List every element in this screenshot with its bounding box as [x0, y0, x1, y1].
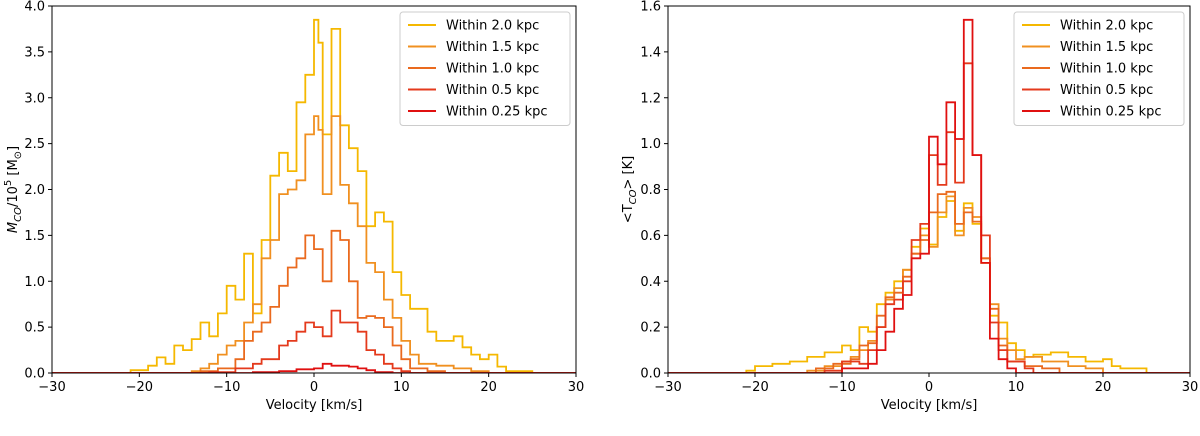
series-line-4	[668, 62, 1190, 373]
legend-label: Within 0.5 kpc	[1060, 83, 1153, 98]
x-tick-label: 20	[1095, 380, 1112, 395]
chart-panel-1: −30 −20 −10 0 10 20 30 0.0 0.5 1.0 1.5 2.0 2.5 3.0 3.5…	[3, 0, 584, 413]
series-line-4	[52, 309, 576, 373]
x-tick-label: 20	[480, 380, 497, 395]
x-axis-label: Velocity [km/s]	[266, 398, 363, 413]
legend-box	[399, 11, 571, 126]
series-line-3	[668, 190, 1190, 373]
x-tick-label: −20	[126, 380, 153, 395]
legend: Within 2.0 kpc Within 1.5 kpc Within 1.0 k…	[399, 11, 571, 126]
series-line-3	[52, 229, 576, 373]
y-tick-label: 1.2	[640, 91, 661, 106]
y-tick-label: 0.4	[640, 275, 661, 290]
x-tick-label: −20	[741, 380, 768, 395]
series-line-2	[52, 115, 576, 373]
x-tick-label: 10	[1008, 380, 1025, 395]
x-tick-label: 0	[925, 380, 933, 395]
legend-label: Within 1.0 kpc	[1060, 62, 1153, 77]
series-group	[668, 18, 1190, 373]
legend: Within 2.0 kpc Within 1.5 kpc Within 1.0 k…	[1013, 11, 1185, 126]
x-tick-label: 30	[1182, 380, 1199, 395]
x-tick-label: 0	[310, 380, 318, 395]
x-tick-label: 10	[393, 380, 410, 395]
legend-box	[1013, 11, 1185, 126]
x-tick-label: −10	[213, 380, 240, 395]
series-line-5	[668, 18, 1190, 373]
y-axis-label: MCO/105 [M⊙]	[3, 146, 24, 233]
y-tick-label: 0.0	[24, 367, 45, 382]
series-group	[52, 18, 576, 373]
y-axis-label: <TCO> [K]	[621, 156, 639, 223]
series-line-1	[668, 200, 1190, 373]
legend-label: Within 1.5 kpc	[1060, 40, 1153, 55]
x-tick-label: −30	[38, 380, 65, 395]
y-tick-label: 4.0	[24, 0, 45, 15]
y-tick-label: 3.5	[24, 45, 45, 60]
y-tick-label: 0.6	[640, 229, 661, 244]
legend-label: Within 0.5 kpc	[446, 83, 539, 98]
y-tick-label: 1.4	[640, 45, 661, 60]
y-tick-label: 0.2	[640, 321, 661, 336]
y-tick-label: 2.0	[24, 183, 45, 198]
x-tick-label: −10	[828, 380, 855, 395]
legend-label: Within 1.5 kpc	[446, 40, 539, 55]
y-tick-label: 0.5	[24, 321, 45, 336]
chart-panel-2: −30 −20 −10 0 10 20 30 0.0 0.2 0.4 0.6 0.8 1.0 1.2 1.4…	[621, 0, 1198, 413]
y-tick-label: 1.6	[640, 0, 661, 15]
x-tick-label: 30	[568, 380, 585, 395]
x-axis-label: Velocity [km/s]	[881, 398, 978, 413]
y-tick-label: 0.0	[640, 367, 661, 382]
legend-label: Within 2.0 kpc	[1060, 19, 1153, 34]
legend-label: Within 1.0 kpc	[446, 62, 539, 77]
x-tick-label: −30	[654, 380, 681, 395]
series-line-5	[52, 362, 576, 373]
legend-label: Within 0.25 kpc	[446, 105, 548, 120]
y-tick-label: 2.5	[24, 137, 45, 152]
y-tick-label: 0.8	[640, 183, 661, 198]
y-tick-label: 3.0	[24, 91, 45, 106]
legend-label: Within 2.0 kpc	[446, 19, 539, 34]
series-line-1	[52, 18, 576, 373]
legend-label: Within 0.25 kpc	[1060, 105, 1162, 120]
y-tick-label: 1.0	[640, 137, 661, 152]
y-tick-label: 1.0	[24, 275, 45, 290]
y-tick-label: 1.5	[24, 229, 45, 244]
